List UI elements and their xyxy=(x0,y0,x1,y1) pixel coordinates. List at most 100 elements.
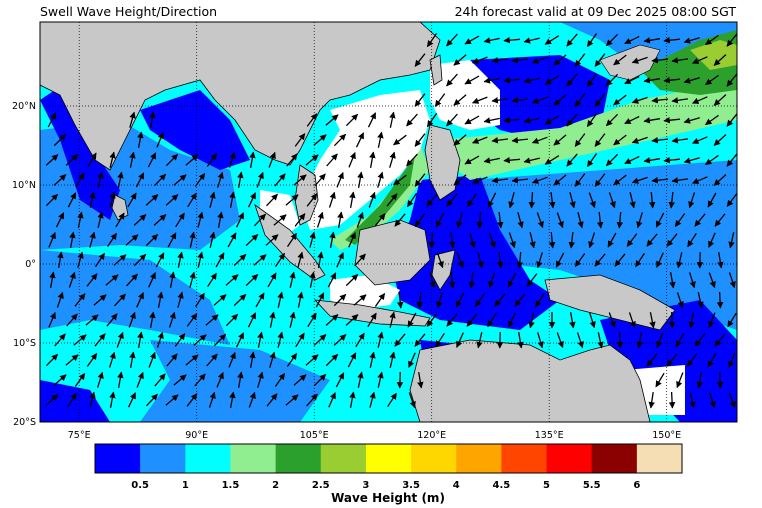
direction-arrow xyxy=(503,36,521,44)
direction-arrow xyxy=(306,193,318,207)
direction-arrow xyxy=(369,151,376,169)
direction-arrow xyxy=(306,113,318,127)
direction-arrow xyxy=(594,93,606,107)
direction-arrow xyxy=(683,117,700,124)
direction-arrow xyxy=(109,151,116,168)
direction-arrow xyxy=(468,271,475,289)
direction-arrow xyxy=(491,57,508,64)
direction-arrow xyxy=(93,294,107,306)
direction-arrow xyxy=(136,292,144,308)
direction-arrow xyxy=(655,212,665,228)
direction-arrow xyxy=(689,392,696,409)
direction-arrow xyxy=(449,232,456,249)
land-japan-islands xyxy=(599,44,661,81)
map-frame xyxy=(39,21,738,423)
direction-arrow xyxy=(297,251,304,268)
direction-arrow xyxy=(577,212,584,229)
direction-arrow xyxy=(253,254,267,266)
direction-arrow xyxy=(377,131,384,148)
direction-arrow xyxy=(483,157,500,164)
swell-band-2.5m-south-china-sea xyxy=(345,155,415,245)
direction-arrow xyxy=(348,232,356,248)
colorbar-swatch xyxy=(230,444,276,473)
direction-arrow xyxy=(357,171,364,189)
direction-arrow xyxy=(407,312,417,328)
direction-arrow xyxy=(726,73,737,87)
direction-arrow xyxy=(537,332,544,349)
direction-arrow xyxy=(114,293,126,307)
direction-arrow xyxy=(466,313,478,327)
direction-arrow xyxy=(325,353,339,367)
direction-arrow xyxy=(456,212,463,229)
direction-arrow xyxy=(643,157,661,164)
direction-arrow xyxy=(333,133,347,147)
direction-arrow xyxy=(511,137,528,144)
direction-arrow xyxy=(636,332,643,349)
direction-arrow xyxy=(426,193,438,207)
direction-arrow xyxy=(669,271,676,289)
direction-arrow xyxy=(605,73,619,87)
direction-arrow xyxy=(213,294,227,306)
direction-arrow xyxy=(345,113,359,127)
direction-arrow xyxy=(154,373,166,387)
direction-arrow xyxy=(233,254,247,266)
direction-arrow xyxy=(96,371,104,388)
direction-arrow xyxy=(704,154,719,166)
map-area xyxy=(40,22,737,422)
direction-arrow xyxy=(194,172,206,187)
lon-tick-label: 150°E xyxy=(652,430,681,441)
direction-arrow xyxy=(566,113,578,127)
direction-arrow xyxy=(207,272,217,288)
land-asia-mainland xyxy=(40,22,441,171)
direction-arrow xyxy=(414,53,426,67)
direction-arrow xyxy=(189,231,196,248)
direction-arrow xyxy=(327,272,337,288)
direction-arrow xyxy=(313,373,327,387)
direction-arrow xyxy=(483,117,500,124)
direction-arrow xyxy=(254,213,266,227)
direction-arrow xyxy=(69,231,76,249)
direction-arrow xyxy=(105,274,119,286)
direction-arrow xyxy=(469,232,476,249)
direction-arrow xyxy=(286,232,298,247)
colorbar-swatch xyxy=(636,444,683,473)
direction-arrow xyxy=(377,171,384,188)
direction-arrow xyxy=(45,394,59,406)
direction-arrow xyxy=(477,252,484,269)
colorbar-tick-label: 4.5 xyxy=(493,480,511,491)
direction-arrow xyxy=(325,114,339,126)
direction-arrow xyxy=(354,253,366,267)
direction-arrow xyxy=(553,94,567,106)
direction-arrow xyxy=(436,292,443,309)
direction-arrow xyxy=(528,312,535,329)
lat-tick-label: 20°N xyxy=(12,101,36,112)
colorbar-frame xyxy=(94,443,683,474)
direction-arrow xyxy=(266,393,278,407)
direction-arrow xyxy=(185,354,199,366)
direction-arrow xyxy=(726,193,737,207)
direction-arrow xyxy=(713,134,727,146)
direction-arrow xyxy=(87,152,97,168)
direction-arrow xyxy=(369,351,376,368)
direction-arrow xyxy=(696,371,703,389)
direction-arrow xyxy=(588,232,596,249)
direction-arrow xyxy=(536,252,543,269)
direction-arrow xyxy=(666,233,678,247)
direction-arrow xyxy=(663,116,681,124)
direction-arrow xyxy=(643,37,661,44)
direction-arrow xyxy=(255,292,265,308)
direction-arrow xyxy=(89,231,96,248)
direction-arrow xyxy=(671,97,688,104)
direction-arrow xyxy=(206,353,218,367)
low-swell-bay-of-bengal xyxy=(140,90,250,170)
direction-arrow xyxy=(85,314,99,326)
direction-arrow xyxy=(406,193,418,208)
direction-arrow xyxy=(507,272,517,288)
direction-arrow xyxy=(237,371,244,389)
lon-tick-label: 135°E xyxy=(535,430,564,441)
direction-arrow xyxy=(496,251,504,269)
colorbar-tick-label: 5.5 xyxy=(583,480,601,491)
direction-arrow xyxy=(94,252,106,267)
direction-arrow xyxy=(453,174,467,186)
direction-arrow xyxy=(45,193,59,207)
